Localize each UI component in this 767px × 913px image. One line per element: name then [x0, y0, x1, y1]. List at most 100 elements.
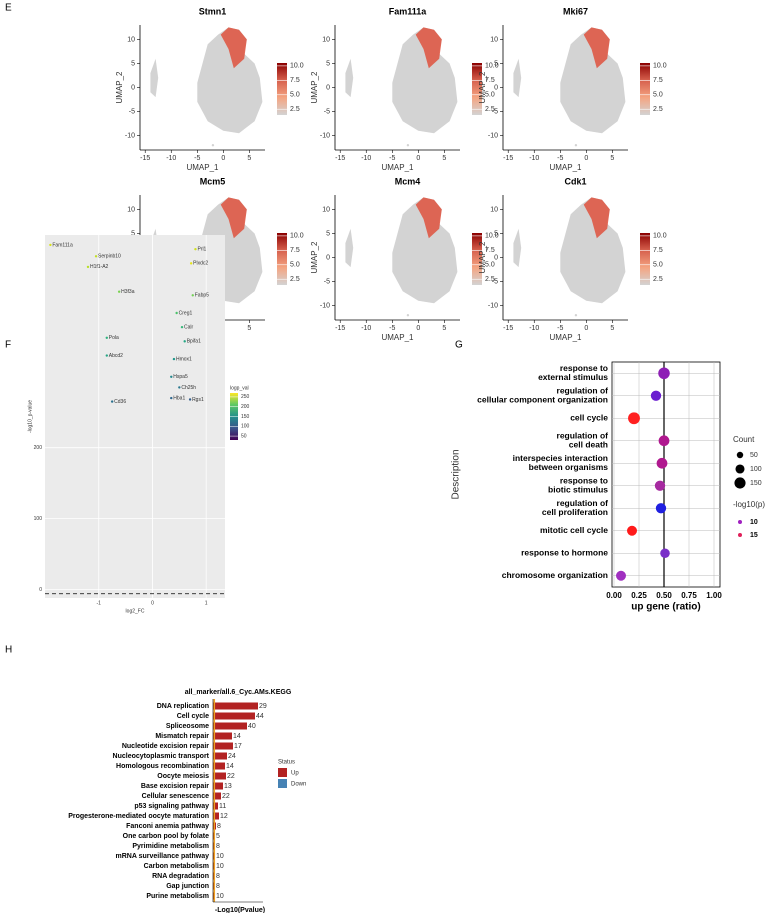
y-tick-label: -5: [492, 278, 498, 285]
colorbar: [277, 233, 287, 285]
x-tick-label: 5: [442, 325, 446, 332]
legend-title: Count: [733, 435, 755, 444]
colorbar-label: 7.5: [290, 77, 300, 84]
y-tick-label: 5: [326, 230, 330, 237]
gene-point: [189, 262, 193, 265]
y-tick-label: Oocyte meiosis: [157, 773, 209, 780]
cell-cloud: [392, 27, 458, 134]
y-tick-label: -5: [129, 108, 135, 115]
gene-label: H1f1-A2: [90, 264, 109, 270]
x-tick-label: 5: [610, 325, 614, 332]
x-tick-label: 5: [247, 155, 251, 162]
colorbar: [640, 63, 650, 115]
gene-label: Creg1: [179, 310, 193, 316]
legend-label: 100: [750, 466, 762, 473]
x-tick-label: 5: [610, 155, 614, 162]
y-tick-label: 10: [127, 36, 135, 43]
y-axis-label: UMAP_2: [478, 241, 487, 274]
x-axis-label: up gene (ratio): [631, 602, 700, 613]
cell-cloud: [345, 228, 354, 268]
y-tick-label: 10: [127, 206, 135, 213]
gene-point: [194, 247, 197, 251]
x-axis-label: UMAP_1: [549, 333, 582, 342]
y-tick-label: -10: [488, 302, 498, 309]
dot: [660, 548, 670, 559]
y-tick-label: Carbon metabolism: [144, 863, 209, 870]
cell-cloud: [574, 143, 578, 147]
y-tick-label: 10: [490, 206, 498, 213]
gene-point: [175, 311, 178, 315]
gene-point: [105, 354, 108, 357]
x-tick-label: -1: [97, 600, 102, 606]
bar: [213, 752, 227, 760]
panel-label: F: [5, 340, 11, 351]
x-tick-label: 0: [584, 155, 588, 162]
y-tick-label: Fanconi anemia pathway: [126, 823, 209, 830]
gene-label: Abcd2: [109, 353, 123, 359]
y-axis-label: UMAP_2: [310, 241, 319, 274]
y-tick-label: One carbon pool by folate: [123, 833, 209, 840]
x-tick-label: -10: [529, 325, 539, 332]
cell-cloud: [406, 143, 410, 147]
colorbar-label: 5.0: [653, 92, 663, 99]
legend-size: [736, 451, 744, 459]
cell-cloud: [345, 58, 354, 98]
y-tick-label: Homologous recombination: [116, 763, 209, 770]
y-tick-label: chromosome organization: [502, 570, 608, 580]
legend-size: [735, 464, 745, 474]
cell-cloud: [560, 27, 626, 134]
legend-title: Status: [278, 760, 295, 766]
x-tick-label: -10: [529, 155, 539, 162]
legend-label: Down: [291, 782, 306, 788]
y-tick-label: -5: [324, 278, 330, 285]
y-tick-label: mRNA surveillance pathway: [116, 853, 210, 860]
colorbar-label: 7.5: [653, 77, 663, 84]
gene-label: Hmox1: [176, 356, 192, 362]
cell-cloud: [574, 313, 578, 317]
count-label: 22: [227, 773, 235, 780]
x-tick-label: -10: [361, 155, 371, 162]
x-tick-label: -5: [557, 325, 563, 332]
count-label: 10: [216, 853, 224, 860]
plot-title: Mcm5: [200, 176, 226, 186]
colorbar-label: 2.5: [485, 276, 495, 283]
gene-label: Fam111a: [52, 242, 73, 248]
y-tick-label: 0: [494, 84, 498, 91]
legend-color: [738, 520, 742, 524]
x-tick-label: 0: [151, 600, 154, 606]
x-tick-label: 5: [442, 155, 446, 162]
colorbar-label: 10.0: [485, 233, 499, 240]
y-tick-label: Purine metabolism: [146, 893, 209, 900]
panel-label: E: [5, 3, 12, 14]
y-tick-label: 0: [131, 84, 135, 91]
gene-label: Hba1: [173, 395, 185, 401]
count-label: 24: [228, 753, 236, 760]
y-tick-label: Base excision repair: [141, 783, 209, 790]
x-tick-label: 0: [416, 155, 420, 162]
count-label: 44: [256, 713, 264, 720]
x-tick-label: -5: [194, 155, 200, 162]
count-label: 14: [226, 763, 234, 770]
x-tick-label: -15: [335, 155, 345, 162]
legend-title: logp_val: [230, 385, 249, 391]
y-tick-label: p53 signaling pathway: [134, 803, 209, 810]
colorbar: [472, 63, 482, 115]
count-label: 5: [216, 833, 220, 840]
gene-point: [117, 290, 121, 293]
y-tick-label: -10: [125, 132, 135, 139]
y-tick-label: -5: [492, 108, 498, 115]
y-tick-label: 100: [34, 516, 43, 522]
gene-label: Pola: [109, 335, 119, 341]
y-tick-label: regulation of cell death: [557, 431, 609, 450]
x-tick-label: -5: [389, 325, 395, 332]
legend-label: 15: [750, 532, 758, 539]
x-tick-label: 5: [247, 325, 251, 332]
count-label: 12: [220, 813, 228, 820]
x-tick-label: -10: [166, 155, 176, 162]
y-tick-label: -5: [324, 108, 330, 115]
cell-cloud: [513, 58, 522, 98]
expression-overlay: [220, 197, 247, 239]
colorbar-label: 5.0: [485, 92, 495, 99]
count-label: 40: [248, 723, 256, 730]
y-tick-label: cell cycle: [570, 413, 608, 423]
